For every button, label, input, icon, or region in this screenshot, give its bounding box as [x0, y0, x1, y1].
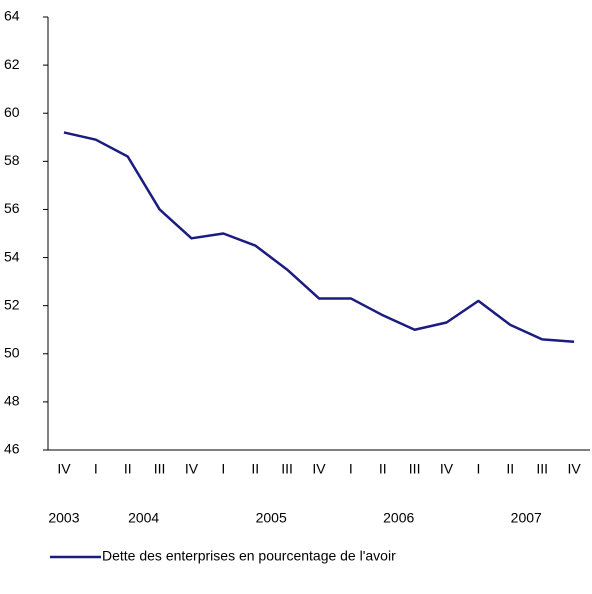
y-tick-label: 52 [4, 296, 20, 312]
line [63, 131, 575, 343]
x-tick-label: IV [185, 461, 199, 477]
legend-label: Dette des enterprises en pourcentage de … [102, 548, 396, 564]
x-tick-label: IV [567, 461, 581, 477]
y-tick-label: 56 [4, 200, 20, 216]
year-label: 2003 [48, 510, 79, 526]
x-tick-label: IV [312, 461, 326, 477]
x-tick-label: III [409, 461, 421, 477]
y-tick-label: 60 [4, 104, 20, 120]
x-tick-label: III [281, 461, 293, 477]
x-tick-label: II [124, 461, 132, 477]
y-tick-label: 54 [4, 248, 20, 264]
x-tick-label: IV [440, 461, 454, 477]
x-tick-label: I [476, 461, 480, 477]
y-tick-label: 48 [4, 393, 20, 409]
year-label: 2004 [128, 510, 159, 526]
x-tick-label: II [379, 461, 387, 477]
y-tick-label: 62 [4, 56, 20, 72]
x-tick-label: III [154, 461, 166, 477]
x-tick-label: IV [57, 461, 71, 477]
year-label: 2005 [256, 510, 287, 526]
y-tick-label: 58 [4, 152, 20, 168]
x-tick-label: I [94, 461, 98, 477]
x-tick-label: II [506, 461, 514, 477]
year-label: 2006 [383, 510, 414, 526]
x-tick-label: III [536, 461, 548, 477]
x-tick-label: I [221, 461, 225, 477]
y-tick-label: 50 [4, 344, 20, 360]
y-tick-label: 64 [4, 8, 20, 24]
x-tick-label: II [251, 461, 259, 477]
year-label: 2007 [511, 510, 542, 526]
x-tick-label: I [349, 461, 353, 477]
y-tick-label: 46 [4, 441, 20, 457]
